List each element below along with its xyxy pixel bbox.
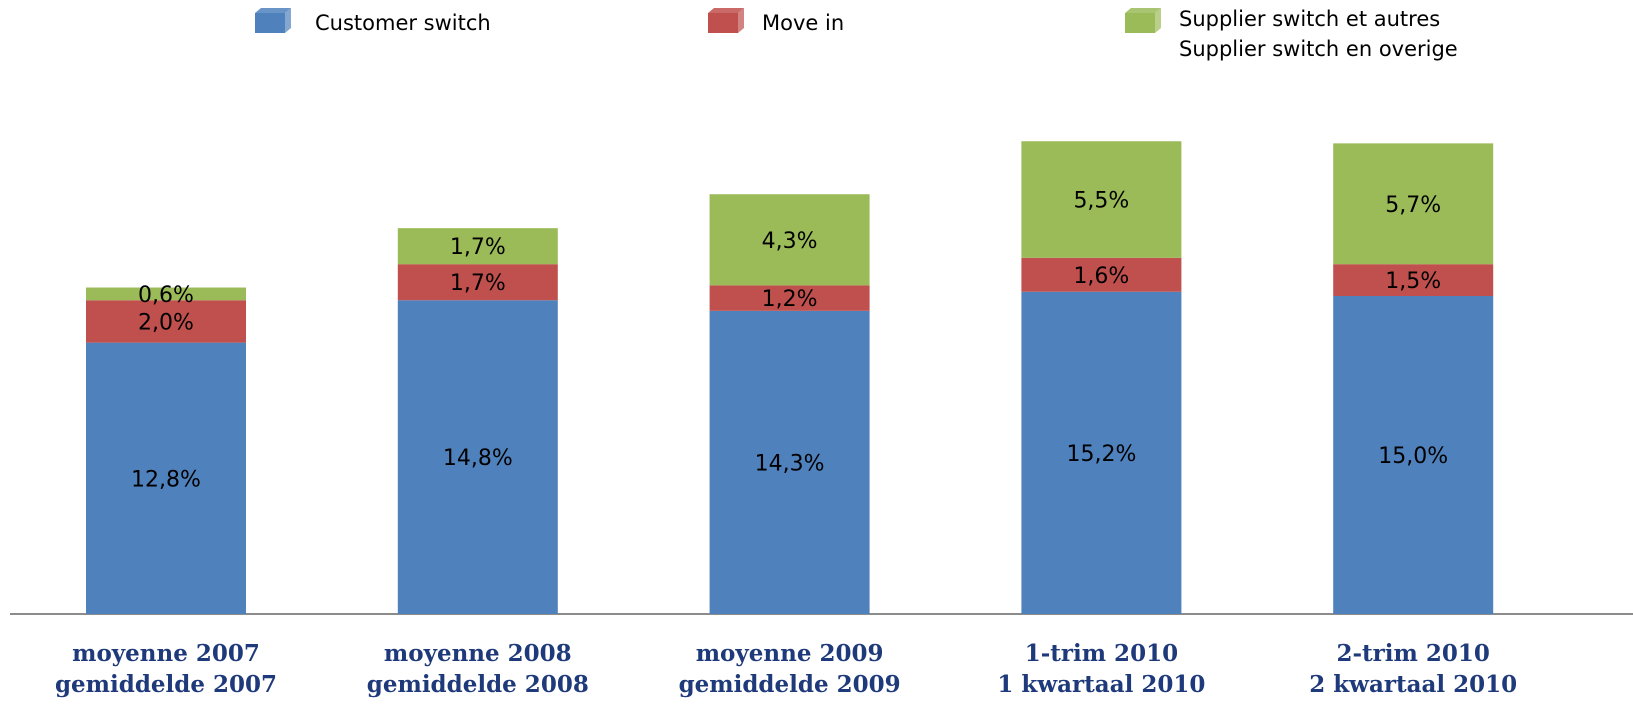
x-tick-label: moyenne 2009 (695, 640, 884, 667)
data-label: 12,8% (131, 467, 201, 492)
data-label: 15,2% (1066, 442, 1136, 467)
bar-segment (397, 300, 558, 614)
data-label: 1,7% (450, 271, 506, 296)
bar-segment (86, 300, 246, 343)
data-label: 1,6% (1073, 264, 1129, 289)
data-label: 1,5% (1385, 269, 1441, 294)
bar-segment (1333, 296, 1494, 614)
legend-label: Customer switch (315, 11, 491, 35)
legend-swatch (255, 13, 285, 33)
bar-segment (1021, 141, 1182, 258)
legend-swatch (708, 13, 738, 33)
legend-swatch-top (1125, 8, 1161, 13)
bar-segment (1333, 264, 1494, 296)
bar-segment (709, 194, 870, 286)
bar-segment (397, 228, 558, 265)
bar-segment (709, 285, 870, 311)
legend-label: Move in (762, 11, 845, 35)
legend-swatch-side (1155, 8, 1161, 33)
legend-swatch-side (738, 8, 744, 33)
bar-segment (86, 287, 246, 301)
x-tick-label: 1 kwartaal 2010 (997, 671, 1206, 698)
bar-segment (86, 342, 246, 614)
legend-swatch-side (285, 8, 291, 33)
bar-segment (1021, 291, 1182, 614)
bar-segment (1333, 143, 1494, 265)
x-tick-label: gemiddelde 2007 (54, 671, 278, 698)
x-tick-label: gemiddelde 2008 (366, 671, 589, 698)
legend-swatch-top (708, 8, 744, 13)
x-tick-label: 2 kwartaal 2010 (1309, 671, 1518, 698)
data-label: 5,7% (1385, 193, 1441, 218)
x-tick-label: moyenne 2008 (383, 640, 572, 667)
data-label: 1,2% (762, 287, 818, 312)
bar-segment (709, 310, 870, 614)
bar-segment (1021, 257, 1182, 292)
data-label: 0,6% (138, 283, 194, 308)
data-label: 14,8% (443, 446, 513, 471)
data-label: 15,0% (1378, 444, 1448, 469)
data-label: 14,3% (755, 451, 825, 476)
data-label: 2,0% (138, 310, 194, 335)
legend-swatch (1125, 13, 1155, 33)
data-label: 1,7% (450, 235, 506, 260)
data-label: 4,3% (762, 229, 818, 254)
x-tick-label: moyenne 2007 (72, 640, 260, 667)
x-tick-label: gemiddelde 2009 (678, 671, 901, 698)
legend-swatch-top (255, 8, 291, 13)
bar-segment (397, 264, 558, 301)
data-label: 5,5% (1073, 189, 1129, 214)
legend-label: Supplier switch et autres Supplier switc… (1179, 7, 1458, 61)
x-tick-label: 1-trim 2010 (1024, 640, 1179, 667)
x-tick-label: 2-trim 2010 (1336, 640, 1490, 667)
